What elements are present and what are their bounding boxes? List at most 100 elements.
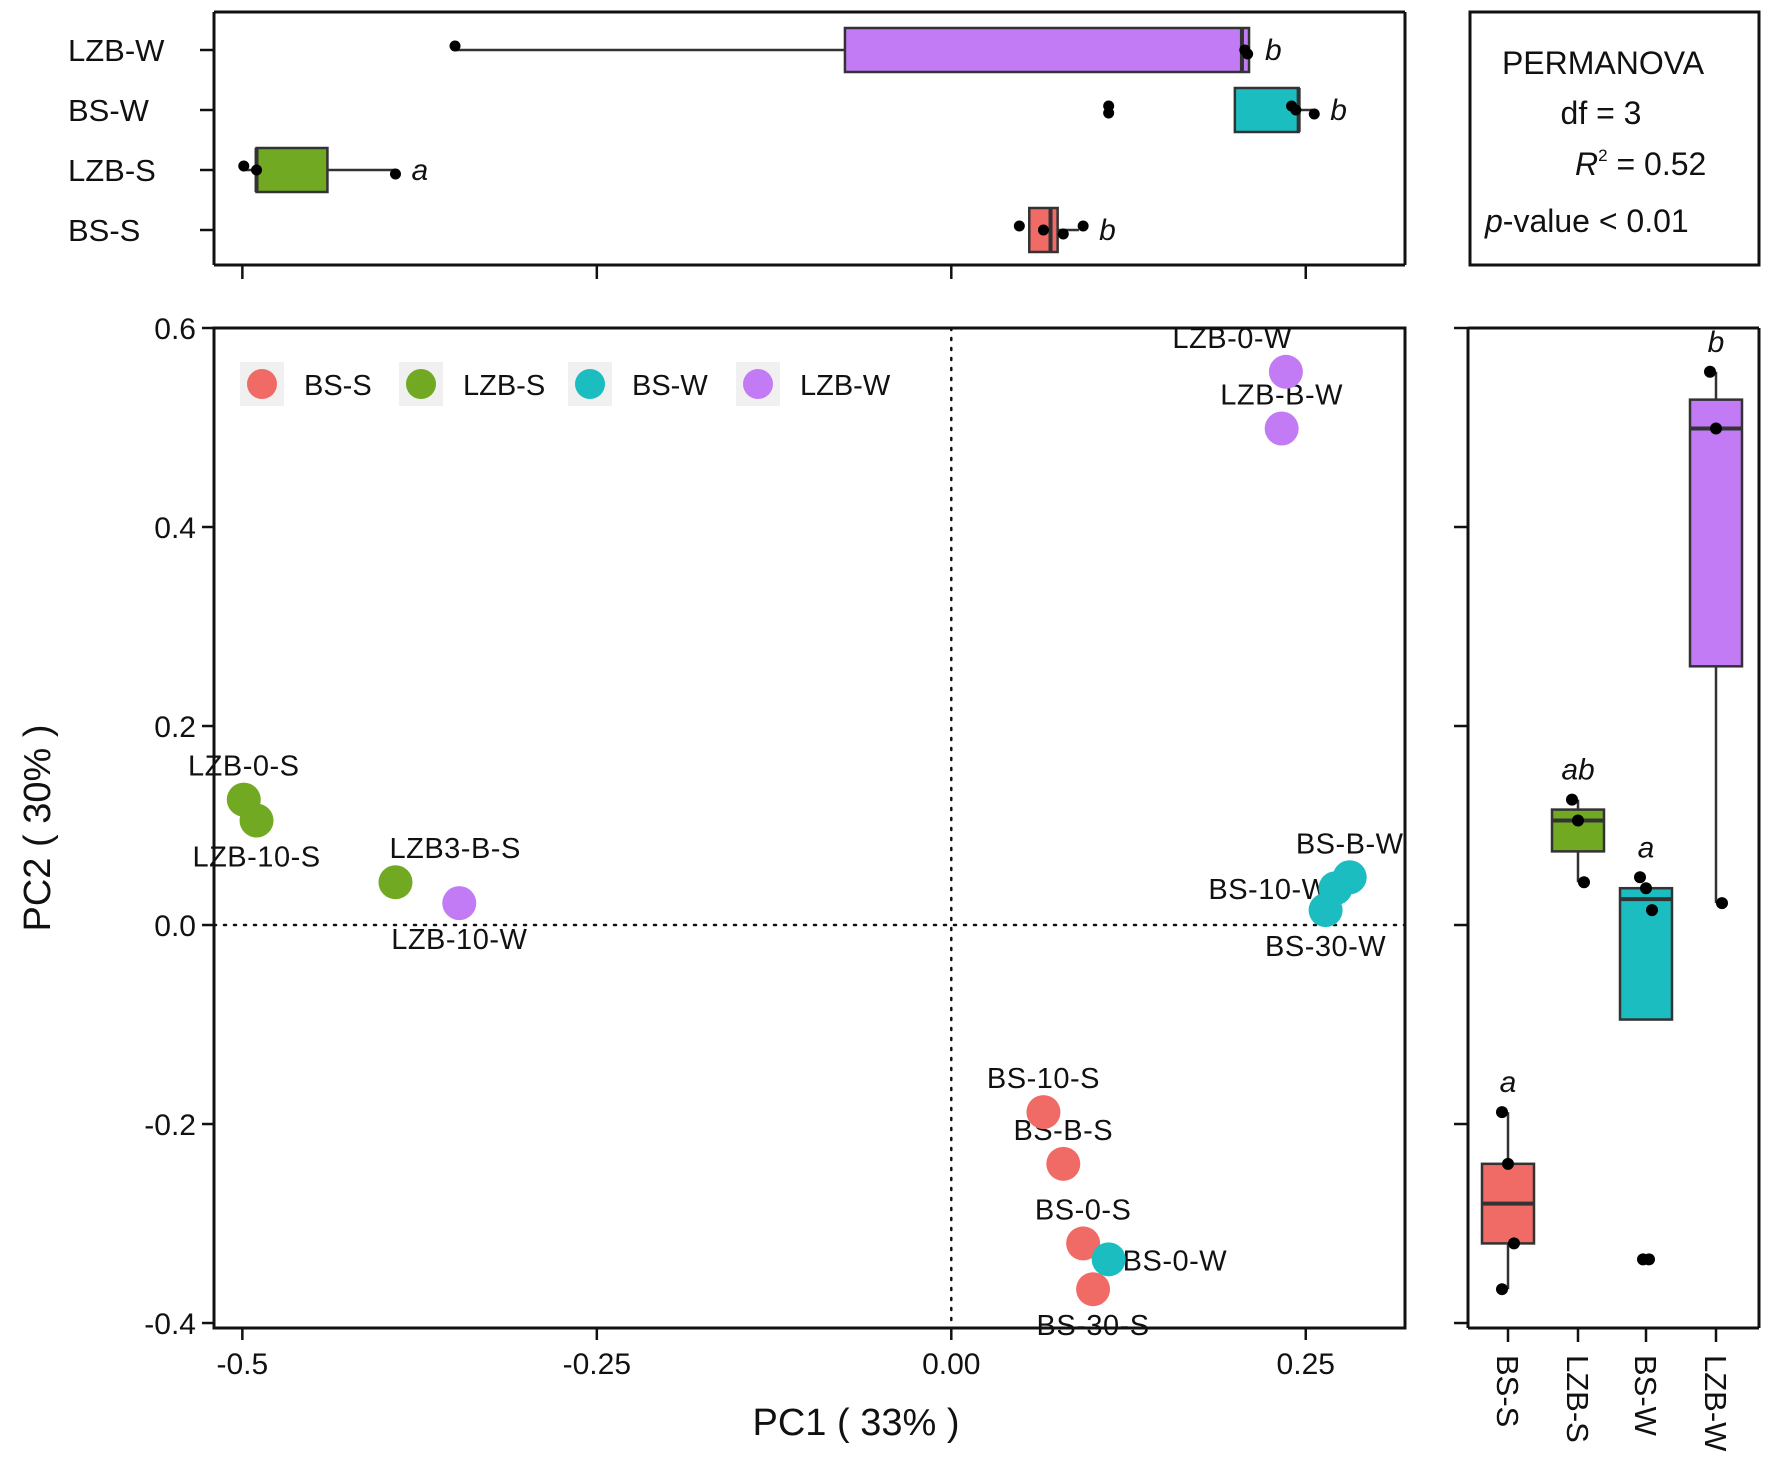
point-bs-b-s xyxy=(1046,1146,1081,1181)
label-bs-0-w: BS-0-W xyxy=(1123,1245,1228,1277)
scatter-frame xyxy=(212,326,1407,1330)
stats-p-symbol: p xyxy=(1484,203,1503,239)
x-tick-label-1: -0.25 xyxy=(563,1348,631,1381)
stats-box-frame xyxy=(1468,10,1761,267)
point-lzb-10-s xyxy=(239,803,274,838)
right-letter-lzb-w: b xyxy=(1708,326,1725,359)
label-lzb-10-w: LZB-10-W xyxy=(391,924,527,956)
top-category-lzb-s: LZB-S xyxy=(68,153,156,188)
top-point-bs-s-2 xyxy=(1057,228,1069,240)
right-letter-bs-s: a xyxy=(1500,1066,1517,1099)
right-category-lzb-w: LZB-W xyxy=(1698,1355,1733,1452)
stats-p-value: -value < 0.01 xyxy=(1503,203,1689,239)
legend-key-bs-w xyxy=(575,369,605,399)
y-tick-label-3: 0.2 xyxy=(154,711,196,744)
right-letter-lzb-s: ab xyxy=(1561,754,1594,787)
scatter-legend: BS-S LZB-S BS-W LZB-W xyxy=(240,362,891,406)
top-point-lzb-s-2 xyxy=(389,168,401,180)
x-tick-label-2: 0.00 xyxy=(922,1348,980,1381)
right-point-bs-s-1 xyxy=(1502,1157,1514,1170)
right-point-bs-w-1 xyxy=(1640,882,1652,895)
right-box-lzb-w xyxy=(1688,398,1744,668)
point-bs-0-s xyxy=(1066,1226,1101,1261)
top-box-lzb-w xyxy=(843,26,1251,74)
right-point-bs-s-0 xyxy=(1496,1106,1508,1119)
stats-r2-symbol: R xyxy=(1575,146,1598,182)
y-tick-label-2: 0.0 xyxy=(154,910,196,943)
label-bs-30-s: BS-30-S xyxy=(1037,1310,1150,1342)
legend-label-bs-w: BS-W xyxy=(632,370,708,402)
right-point-lzb-w-2 xyxy=(1716,897,1728,910)
top-letter-bs-w: b xyxy=(1330,94,1347,127)
label-bs-0-s: BS-0-S xyxy=(1035,1194,1131,1226)
top-category-lzb-w: LZB-W xyxy=(68,33,165,68)
legend-key-lzb-w xyxy=(743,369,773,399)
label-lzb-0-s: LZB-0-S xyxy=(188,751,299,783)
stats-p: p-value < 0.01 xyxy=(1484,203,1689,239)
stats-r2-value: = 0.52 xyxy=(1608,146,1707,182)
label-lzb-0-w: LZB-0-W xyxy=(1172,323,1292,355)
label-bs-10-s: BS-10-S xyxy=(987,1063,1100,1095)
top-letter-lzb-w: b xyxy=(1265,34,1282,67)
label-bs-30-w: BS-30-W xyxy=(1265,931,1386,963)
top-boxplot-panel: LZB-W BS-W LZB-S BS-S b b a b xyxy=(68,10,1407,279)
point-bs-0-w xyxy=(1091,1242,1126,1277)
top-point-bs-w-2 xyxy=(1308,108,1320,120)
top-point-bs-s-0 xyxy=(1013,220,1025,232)
stats-r2-superscript: 2 xyxy=(1598,146,1607,165)
label-lzb-10-s: LZB-10-S xyxy=(192,842,320,874)
right-letter-bs-w: a xyxy=(1638,831,1655,864)
right-point-bs-w-2 xyxy=(1646,904,1658,917)
right-point-bs-s-2 xyxy=(1508,1237,1520,1250)
x-tick-label-0: -0.5 xyxy=(217,1348,269,1381)
top-category-bs-s: BS-S xyxy=(68,213,140,248)
top-letter-bs-s: b xyxy=(1099,214,1116,247)
point-bs-30-w xyxy=(1308,893,1343,928)
top-point-bs-w-1 xyxy=(1290,104,1302,116)
right-box-bs-w xyxy=(1618,886,1674,1021)
x-axis-title: PC1 ( 33% ) xyxy=(753,1402,960,1444)
point-lzb-0-w xyxy=(1268,354,1303,389)
scatter-reference-lines xyxy=(212,326,1407,1330)
y-tick-label-5: 0.6 xyxy=(154,313,196,346)
right-category-lzb-s: LZB-S xyxy=(1560,1355,1595,1443)
point-lzb-b-w xyxy=(1264,411,1299,446)
right-point-lzb-s-1 xyxy=(1572,814,1584,827)
top-boxplot-boxes: LZB-W BS-W LZB-S BS-S b b a b xyxy=(68,26,1347,279)
permanova-stats-box: PERMANOVA df = 3 R2 = 0.52 p-value < 0.0… xyxy=(1468,10,1761,267)
right-point-bs-w-0 xyxy=(1634,871,1646,884)
y-tick-label-0: -0.4 xyxy=(144,1308,196,1341)
label-bs-b-w: BS-B-W xyxy=(1296,828,1404,860)
y-axis-title: PC2 ( 30% ) xyxy=(17,725,59,932)
right-point-lzb-w-0 xyxy=(1704,365,1716,378)
point-bs-30-s xyxy=(1076,1272,1111,1307)
stats-title: PERMANOVA xyxy=(1502,45,1705,81)
top-letter-lzb-s: a xyxy=(411,154,428,187)
legend-key-lzb-s xyxy=(406,369,436,399)
stats-df: df = 3 xyxy=(1561,95,1642,131)
y-tick-label-4: 0.4 xyxy=(154,512,196,545)
legend-key-bs-s xyxy=(247,369,277,399)
point-lzb3-b-s xyxy=(378,865,413,900)
top-point-bs-s-1 xyxy=(1037,224,1049,236)
top-point-lzb-w-0 xyxy=(449,40,461,52)
top-point-lzb-s-1 xyxy=(251,164,263,176)
top-outlier-b-bs-w-0 xyxy=(1103,107,1115,119)
top-point-lzb-w-2 xyxy=(1242,48,1254,60)
top-box-lzb-s xyxy=(255,146,329,194)
right-point-lzb-s-0 xyxy=(1566,793,1578,806)
legend-label-lzb-w: LZB-W xyxy=(800,370,891,402)
right-outlier-b-bs-w-0 xyxy=(1643,1253,1655,1266)
x-tick-label-3: 0.25 xyxy=(1277,1348,1335,1381)
right-point-lzb-w-1 xyxy=(1710,422,1722,435)
right-point-bs-s-3 xyxy=(1496,1283,1508,1296)
point-lzb-10-w xyxy=(442,886,477,921)
y-tick-label-1: -0.2 xyxy=(144,1109,196,1142)
legend-label-lzb-s: LZB-S xyxy=(463,370,545,402)
right-category-bs-w: BS-W xyxy=(1628,1355,1663,1437)
pcoa-scatter-panel: -0.5 -0.25 0.00 0.25 -0.4 -0.2 0.0 0.2 0.4 0.6 LZ… xyxy=(17,313,1407,1444)
